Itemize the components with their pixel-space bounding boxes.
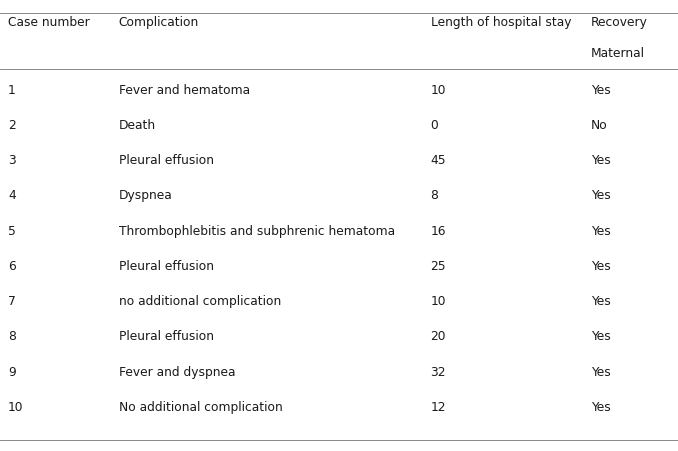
Text: No: No [591, 119, 608, 132]
Text: Yes: Yes [591, 189, 611, 202]
Text: Yes: Yes [591, 83, 611, 97]
Text: 45: 45 [431, 154, 446, 167]
Text: 10: 10 [8, 400, 24, 413]
Text: Recovery: Recovery [591, 16, 648, 29]
Text: 10: 10 [431, 83, 446, 97]
Text: Complication: Complication [119, 16, 199, 29]
Text: Case number: Case number [8, 16, 90, 29]
Text: 4: 4 [8, 189, 16, 202]
Text: 10: 10 [431, 295, 446, 308]
Text: Yes: Yes [591, 330, 611, 343]
Text: 2: 2 [8, 119, 16, 132]
Text: 20: 20 [431, 330, 446, 343]
Text: 7: 7 [8, 295, 16, 308]
Text: 3: 3 [8, 154, 16, 167]
Text: Yes: Yes [591, 365, 611, 378]
Text: Pleural effusion: Pleural effusion [119, 330, 214, 343]
Text: 0: 0 [431, 119, 438, 132]
Text: 1: 1 [8, 83, 16, 97]
Text: Thrombophlebitis and subphrenic hematoma: Thrombophlebitis and subphrenic hematoma [119, 224, 395, 237]
Text: Maternal: Maternal [591, 47, 645, 60]
Text: Yes: Yes [591, 295, 611, 308]
Text: No additional complication: No additional complication [119, 400, 283, 413]
Text: Yes: Yes [591, 154, 611, 167]
Text: Pleural effusion: Pleural effusion [119, 259, 214, 272]
Text: Fever and dyspnea: Fever and dyspnea [119, 365, 235, 378]
Text: 32: 32 [431, 365, 446, 378]
Text: Pleural effusion: Pleural effusion [119, 154, 214, 167]
Text: 8: 8 [8, 330, 16, 343]
Text: 16: 16 [431, 224, 446, 237]
Text: 9: 9 [8, 365, 16, 378]
Text: Yes: Yes [591, 400, 611, 413]
Text: 5: 5 [8, 224, 16, 237]
Text: Yes: Yes [591, 259, 611, 272]
Text: Yes: Yes [591, 224, 611, 237]
Text: 8: 8 [431, 189, 439, 202]
Text: Dyspnea: Dyspnea [119, 189, 172, 202]
Text: Length of hospital stay: Length of hospital stay [431, 16, 571, 29]
Text: 6: 6 [8, 259, 16, 272]
Text: Death: Death [119, 119, 156, 132]
Text: no additional complication: no additional complication [119, 295, 281, 308]
Text: 25: 25 [431, 259, 446, 272]
Text: 12: 12 [431, 400, 446, 413]
Text: Fever and hematoma: Fever and hematoma [119, 83, 250, 97]
